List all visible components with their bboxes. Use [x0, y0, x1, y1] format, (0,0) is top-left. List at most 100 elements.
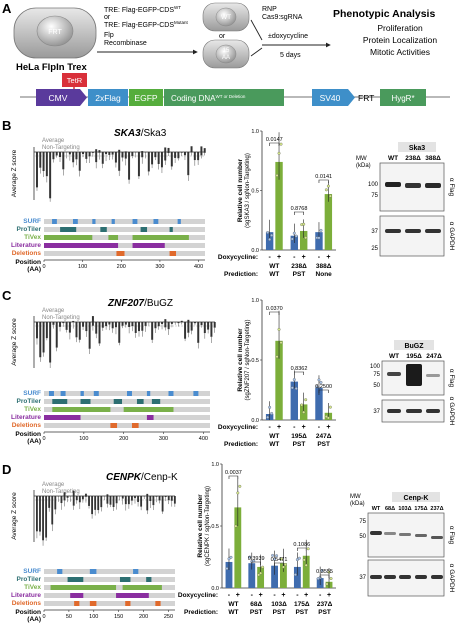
rnp-label: RNP	[262, 6, 277, 13]
bar-point-b	[292, 231, 296, 235]
track-segment-d	[70, 593, 84, 598]
frt-label-construct: FRT	[358, 93, 374, 103]
bar-point-d	[302, 558, 306, 562]
z-bar-d	[134, 496, 136, 499]
position-tick-label-b: 100	[78, 264, 87, 270]
blot-gapdh-c-1	[387, 409, 401, 413]
flp-label: Flp	[104, 32, 114, 39]
cmv-label: CMV	[49, 93, 68, 103]
prediction-label-d: Prediction:	[184, 609, 218, 616]
track-segment-c	[52, 399, 68, 404]
z-bar-b	[190, 146, 193, 153]
blot-mw-b-25: 25	[371, 246, 378, 252]
bar-point-d	[248, 555, 252, 559]
track-label-c: TiVex	[24, 406, 41, 413]
prediction-value-b: None	[316, 271, 333, 278]
z-bar-b	[42, 152, 45, 172]
track-label-c: ProTiler	[17, 398, 42, 405]
p-value-d: 0.0037	[225, 470, 242, 476]
track-segment-c	[80, 391, 84, 396]
bar-chart-d: 0.0 0.5 1.0 Relative cell number (sgCENPK / …	[178, 462, 336, 616]
track-segment-d	[122, 585, 162, 590]
z-bar-c	[108, 322, 111, 325]
z-bar-c	[190, 322, 193, 331]
z-bar-c	[39, 322, 42, 358]
z-bar-b	[154, 152, 157, 158]
bar-point-d	[279, 557, 283, 561]
prediction-value-c: WT	[269, 441, 279, 448]
z-bar-c	[78, 322, 81, 340]
doxy-sign-c: -	[293, 424, 296, 431]
sig-bracket-d	[297, 547, 307, 551]
position-tick-label-c: 0	[42, 436, 45, 442]
track-segment-b	[52, 219, 57, 224]
z-bar-b	[174, 152, 177, 158]
bar-point-c	[292, 378, 296, 382]
bar-point-c	[315, 385, 319, 389]
track-segment-c	[123, 407, 174, 412]
coding-dna-box	[164, 89, 284, 106]
z-bar-b	[49, 152, 52, 199]
blot-gapdh-b-3	[425, 229, 441, 233]
phenotypic-title: Phenotypic Analysis	[333, 8, 435, 20]
track-segment-b	[132, 235, 189, 240]
z-bar-b	[200, 146, 203, 156]
panel-c: C ZNF207/BuGZ Average Non-Targeting Aver…	[2, 288, 455, 448]
bar-c	[290, 381, 298, 420]
track-segment-b	[92, 219, 96, 224]
z-bar-b	[167, 147, 170, 154]
z-bar-d	[63, 492, 66, 501]
blot-gapdh-d-3	[399, 575, 411, 579]
doxy-sign-d: +	[327, 592, 331, 599]
group-label-c: WT	[269, 433, 279, 440]
aa-cell-illustration: 15 AA	[202, 39, 250, 69]
blot-lane-c-2: 195Δ	[406, 353, 422, 360]
z-bar-b	[95, 149, 98, 163]
track-segment-d	[89, 569, 97, 574]
group-label-b: 238Δ	[291, 263, 307, 270]
z-bar-d	[75, 496, 78, 501]
bar-y-label-2-b: (sgSKA3 / sgNon-Targeting)	[245, 153, 251, 228]
z-bar-b	[118, 149, 121, 171]
z-bar-c	[72, 320, 75, 323]
track-bg-d	[44, 569, 175, 574]
or-label-2: or	[219, 33, 226, 40]
z-bar-b	[85, 152, 88, 159]
cas9-label: Cas9:sgRNA	[262, 14, 303, 21]
blot-band-b-3	[425, 183, 441, 188]
prediction-value-c: PST	[317, 441, 330, 448]
bar-point-c	[279, 341, 283, 345]
z-bar-c	[193, 322, 196, 324]
track-bg-d	[44, 577, 175, 582]
egfp-box	[129, 89, 163, 106]
track-segment-c	[146, 391, 151, 396]
z-bar-b	[137, 152, 140, 177]
z-bar-d	[173, 496, 176, 504]
z-bar-d	[149, 496, 152, 502]
track-segment-d	[74, 601, 80, 606]
prediction-label-b: Prediction:	[224, 271, 258, 278]
z-bar-d	[54, 496, 57, 510]
bar-point-c	[319, 380, 323, 384]
z-bar-d	[100, 496, 103, 508]
z-bar-d	[164, 496, 167, 498]
position-tick-label-b: 0	[42, 264, 45, 270]
avg-nt-b-1: Average	[42, 138, 65, 144]
bar-b	[300, 230, 308, 250]
recombinase-label: Recombinase	[104, 40, 147, 47]
position-unit-d: (AA)	[27, 616, 41, 623]
blot-antibody-gapdh-b: α GAPDH	[448, 222, 455, 251]
panel-b: B SKA3/Ska3 Average Non-Targeting Averag…	[2, 118, 455, 278]
z-bar-b	[164, 147, 167, 161]
z-bar-c	[138, 322, 140, 332]
z-bar-b	[78, 152, 81, 171]
track-segment-c	[48, 391, 54, 396]
bar-point-c	[326, 416, 330, 420]
position-tick-label-d: 100	[89, 614, 98, 620]
frt-label-cell: FRT	[48, 29, 62, 36]
tetr-label: TetR	[67, 76, 83, 85]
sig-bracket-c	[294, 371, 304, 375]
bar-point-c	[304, 398, 308, 402]
bar-point-b	[270, 233, 274, 237]
avg-nt-d-1: Average	[42, 482, 65, 488]
